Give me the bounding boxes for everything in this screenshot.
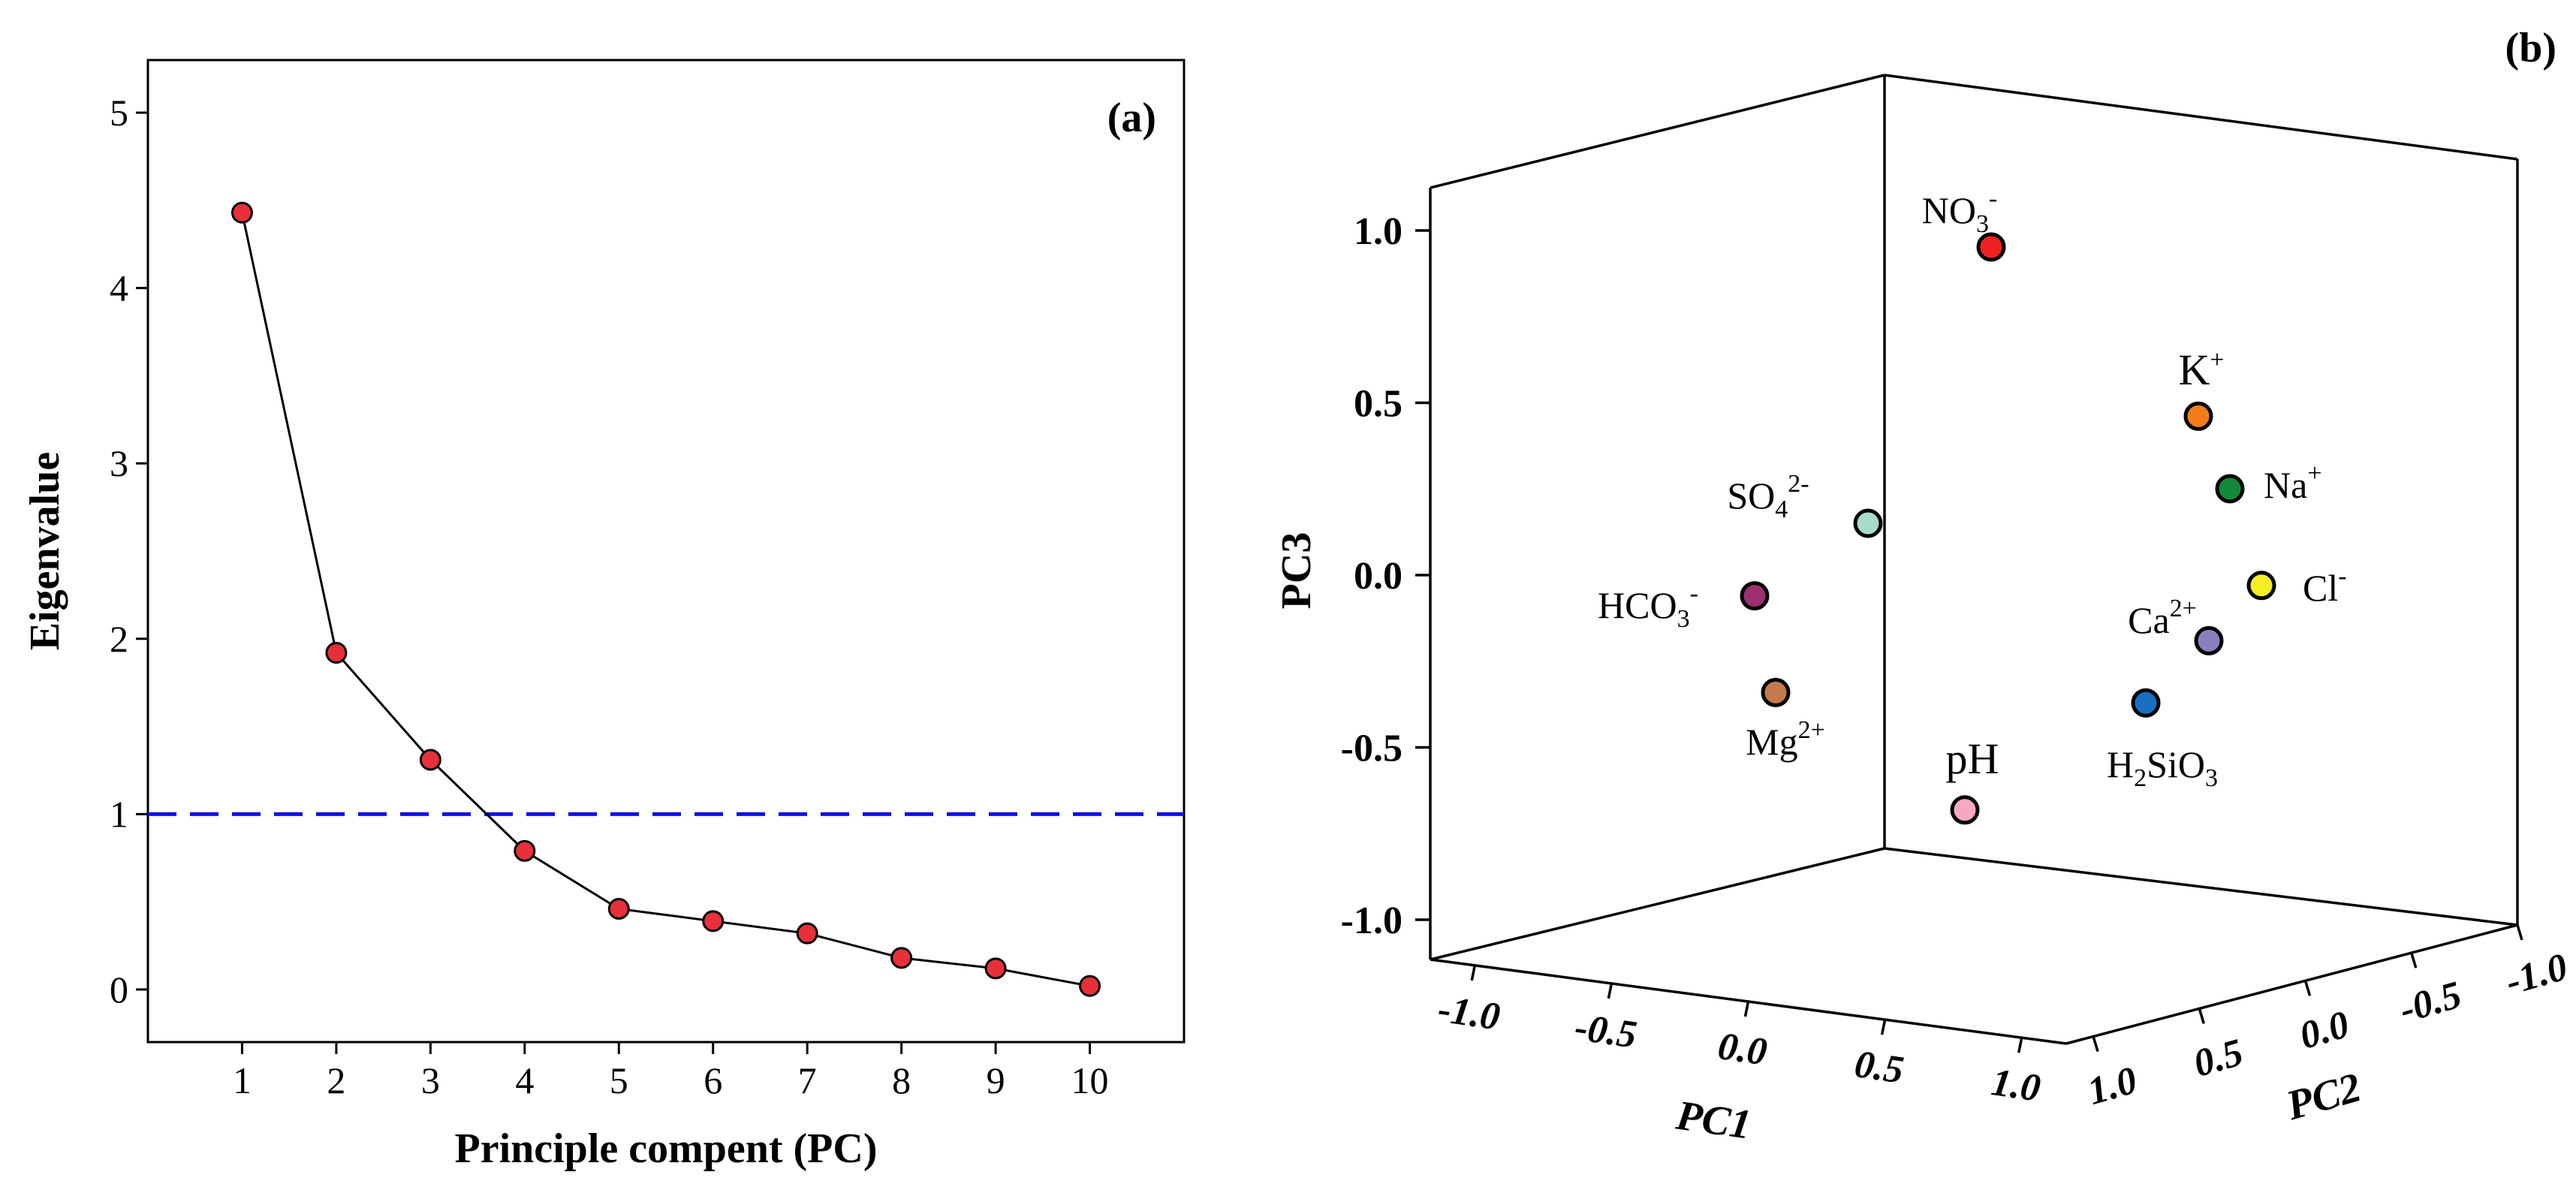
pca-3d-plot: (b) 1.00.50.0-0.5-1.0 -1.0 -0.5 0.0 0.5 1.0 … — [1273, 25, 2572, 1149]
scree-plot: (a) 0 1 2 3 4 5 1 2 3 4 5 6 7 8 9 10 Principle compent… — [22, 59, 1186, 1172]
box-edge — [2065, 923, 2518, 1045]
eigenvalue-point-pc4 — [514, 839, 536, 862]
pc3-tick-label: 0.0 — [1354, 555, 1402, 598]
point-so — [1853, 508, 1883, 538]
x-tick-label: 10 — [1071, 1059, 1109, 1101]
pc3-tick-label: 1.0 — [1354, 210, 1402, 253]
pc3-tick-label: -1.0 — [1341, 899, 1402, 942]
x-tick-label: 7 — [798, 1059, 817, 1101]
pc3-tick-label: 0.5 — [1354, 383, 1402, 426]
eigenvalue-point-pc7 — [796, 922, 818, 944]
x-axis-label: Principle compent (PC) — [455, 1125, 878, 1172]
box-edge — [1430, 74, 1885, 189]
box-edge — [1430, 847, 1885, 961]
pc1-axis-ticks: -1.0 -0.5 0.0 0.5 1.0 — [1436, 965, 2043, 1110]
y-tick-label: 2 — [110, 618, 128, 660]
box-edge — [1884, 74, 2518, 161]
panel-label-a: (a) — [1107, 95, 1156, 141]
eigenvalue-point-pc10 — [1079, 975, 1101, 997]
y-tick-label: 3 — [110, 442, 128, 484]
point-ph — [1950, 795, 1980, 825]
x-tick-label: 5 — [610, 1059, 628, 1101]
scree-plot-frame — [146, 59, 1186, 1044]
pc1-tick-mark — [1607, 983, 1613, 999]
pc2-tick-label: 0.5 — [2189, 1031, 2248, 1086]
eigenvalue-point-pc9 — [984, 957, 1007, 980]
pc2-tick-mark — [2092, 1036, 2099, 1053]
x-axis-ticks: 1 2 3 4 5 6 7 8 9 10 — [233, 1042, 1109, 1101]
point-no — [1976, 232, 2006, 262]
point-label-no: NO3- — [1922, 185, 1998, 238]
pc2-tick-label: -0.5 — [2395, 974, 2466, 1032]
point-na — [2215, 474, 2245, 504]
x-tick-label: 1 — [233, 1059, 252, 1101]
y-tick-label: 1 — [110, 793, 128, 835]
panel-label-b: (b) — [2505, 25, 2556, 71]
point-label-mg: Mg2+ — [1746, 716, 1825, 763]
pc1-tick-mark — [1470, 965, 1477, 981]
point-cl — [2246, 571, 2276, 601]
point-label-k: K+ — [2178, 345, 2224, 394]
pc2-tick-label: 0.0 — [2295, 1003, 2354, 1058]
eigenvalue-point-pc8 — [890, 947, 913, 969]
pc1-axis-label: PC1 — [1673, 1092, 1754, 1148]
point-hsio — [2131, 688, 2161, 718]
pc2-tick-mark — [2410, 952, 2418, 969]
point-label-ca: Ca2+ — [2128, 595, 2197, 641]
pc3-axis-ticks: 1.0 0.5 0.0 -0.5 -1.0 — [1341, 210, 1430, 942]
x-tick-label: 2 — [327, 1059, 345, 1101]
pc2-tick-mark — [2516, 924, 2523, 941]
pc1-tick-label: -1.0 — [1436, 988, 1502, 1039]
pc1-tick-mark — [2017, 1037, 2023, 1053]
loading-points: NO3- K+ Na+ SO42- Cl- HCO3- Ca2+ Mg2+ H2SiO3 pH — [1598, 185, 2347, 825]
pc2-tick-label: -1.0 — [2501, 945, 2572, 1003]
x-tick-label: 6 — [704, 1059, 722, 1101]
pc1-tick-label: 0.0 — [1716, 1025, 1770, 1074]
y-tick-label: 0 — [110, 969, 128, 1011]
pc2-tick-mark — [2198, 1008, 2205, 1024]
pc1-tick-label: 1.0 — [1989, 1061, 2043, 1110]
box-edge — [1884, 847, 2518, 926]
eigenvalue-point-pc2 — [325, 641, 348, 664]
x-tick-label: 4 — [515, 1059, 534, 1101]
pc1-tick-mark — [1880, 1019, 1887, 1035]
point-hco — [1740, 581, 1770, 611]
x-tick-label: 9 — [987, 1059, 1005, 1101]
eigenvalue-point-pc1 — [230, 201, 253, 224]
pc2-tick-label: 1.0 — [2083, 1059, 2141, 1113]
pc1-tick-label: 0.5 — [1852, 1043, 1906, 1092]
eigenvalue-point-pc5 — [607, 897, 630, 920]
pc2-tick-mark — [2303, 980, 2312, 996]
point-label-ph: pH — [1946, 734, 1999, 783]
eigenvalue-point-pc6 — [702, 910, 725, 932]
eigenvalue-line — [240, 212, 1090, 987]
pc1-tick-label: -0.5 — [1572, 1006, 1639, 1057]
eigenvalue-point-pc3 — [419, 749, 441, 771]
x-tick-label: 3 — [421, 1059, 440, 1101]
point-ca — [2194, 625, 2224, 655]
x-tick-label: 8 — [892, 1059, 911, 1101]
point-label-cl: Cl- — [2303, 562, 2347, 609]
point-k — [2183, 401, 2213, 431]
point-label-na: Na+ — [2264, 459, 2322, 506]
point-label-hsio: H2SiO3 — [2107, 743, 2218, 792]
pc2-axis-label: PC2 — [2281, 1064, 2367, 1129]
point-label-hco: HCO3- — [1598, 580, 1698, 633]
pc3-axis-label: PC3 — [1273, 532, 1320, 610]
point-label-so: SO42- — [1727, 470, 1809, 523]
pc1-tick-mark — [1743, 1001, 1750, 1017]
y-tick-label: 5 — [110, 92, 128, 134]
y-tick-label: 4 — [110, 267, 128, 309]
y-axis-label: Eigenvalue — [22, 452, 68, 650]
pc3-tick-label: -0.5 — [1341, 728, 1402, 770]
point-mg — [1761, 677, 1791, 707]
y-axis-ticks: 0 1 2 3 4 5 — [110, 92, 148, 1011]
eigenvalue-points — [230, 201, 1101, 997]
